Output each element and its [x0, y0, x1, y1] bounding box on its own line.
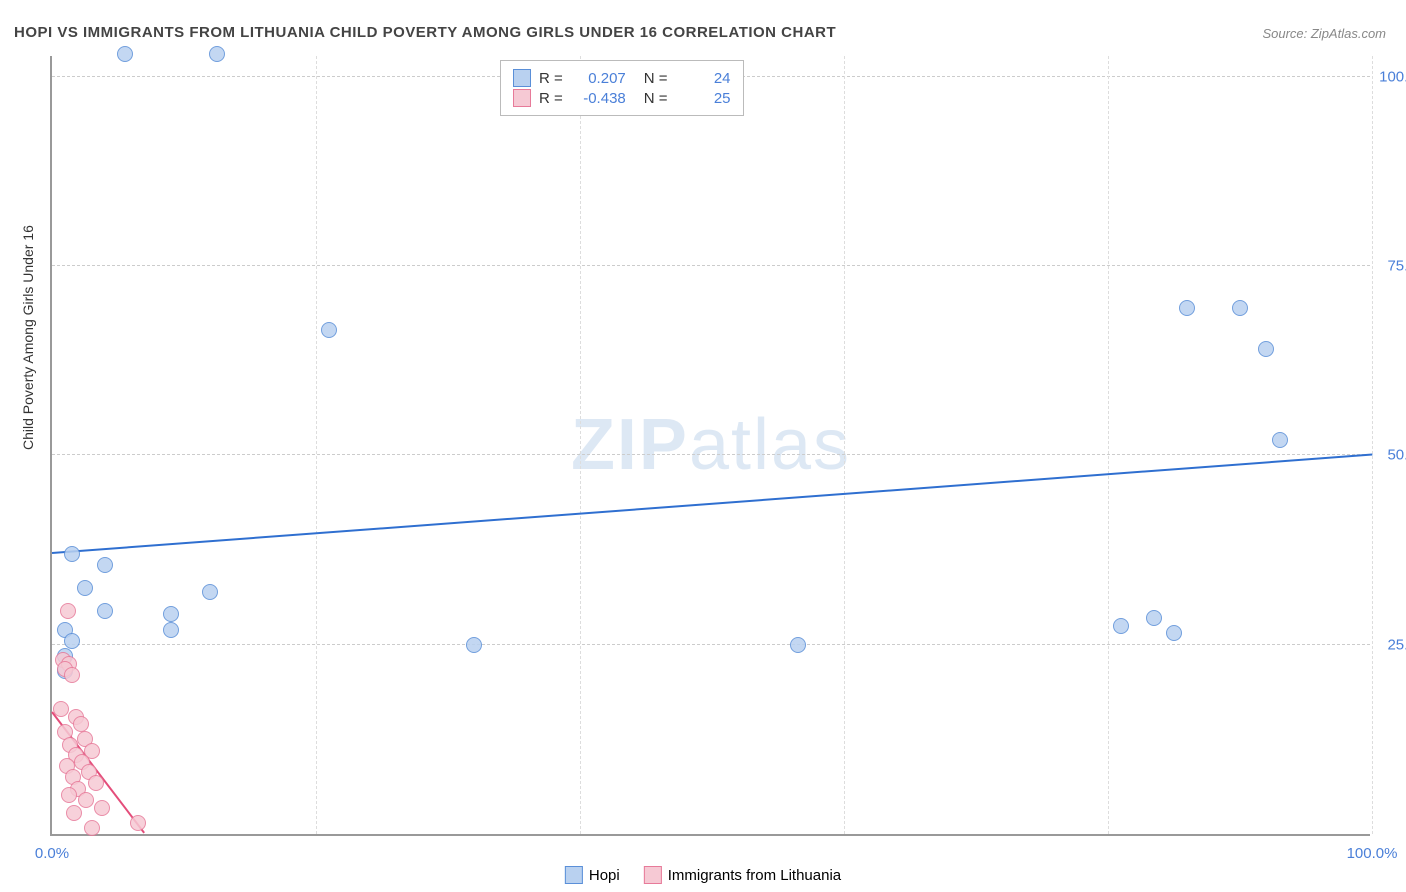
data-point [202, 584, 218, 600]
vgridline [580, 56, 581, 834]
watermark-thin: atlas [689, 405, 851, 485]
gridline [52, 265, 1370, 266]
legend-swatch [565, 866, 583, 884]
chart-title: HOPI VS IMMIGRANTS FROM LITHUANIA CHILD … [14, 24, 836, 41]
plot-area: ZIPatlas 25.0%50.0%75.0%100.0%0.0%100.0% [50, 56, 1370, 836]
data-point [88, 775, 104, 791]
bottom-legend-item: Immigrants from Lithuania [644, 866, 841, 884]
data-point [64, 633, 80, 649]
legend-label: Hopi [589, 867, 620, 884]
y-tick-label: 50.0% [1387, 447, 1406, 464]
vgridline [316, 56, 317, 834]
data-point [321, 322, 337, 338]
bottom-legend-item: Hopi [565, 866, 620, 884]
data-point [466, 637, 482, 653]
data-point [66, 805, 82, 821]
data-point [790, 637, 806, 653]
data-point [130, 815, 146, 831]
data-point [209, 46, 225, 62]
data-point [1258, 341, 1274, 357]
watermark-bold: ZIP [571, 405, 689, 485]
legend-swatch [513, 89, 531, 107]
data-point [60, 603, 76, 619]
source-label: Source: ZipAtlas.com [1262, 26, 1386, 41]
data-point [73, 716, 89, 732]
r-value: -0.438 [571, 90, 626, 107]
data-point [117, 46, 133, 62]
n-label: N = [644, 90, 668, 107]
legend-swatch [644, 866, 662, 884]
vgridline [1108, 56, 1109, 834]
r-label: R = [539, 70, 563, 87]
data-point [61, 787, 77, 803]
data-point [97, 603, 113, 619]
gridline [52, 644, 1370, 645]
n-label: N = [644, 70, 668, 87]
data-point [77, 580, 93, 596]
y-tick-label: 75.0% [1387, 258, 1406, 275]
data-point [163, 606, 179, 622]
r-label: R = [539, 90, 563, 107]
data-point [1166, 625, 1182, 641]
data-point [64, 667, 80, 683]
data-point [94, 800, 110, 816]
data-point [1232, 300, 1248, 316]
stats-legend: R = 0.207 N = 24 R = -0.438 N = 25 [500, 60, 744, 116]
data-point [1179, 300, 1195, 316]
data-point [1146, 610, 1162, 626]
data-point [163, 622, 179, 638]
stats-legend-row: R = -0.438 N = 25 [513, 89, 731, 107]
legend-swatch [513, 69, 531, 87]
stats-legend-row: R = 0.207 N = 24 [513, 69, 731, 87]
data-point [1113, 618, 1129, 634]
data-point [84, 820, 100, 836]
data-point [64, 546, 80, 562]
data-point [97, 557, 113, 573]
vgridline [1372, 56, 1373, 834]
x-tick-label: 0.0% [35, 845, 69, 862]
y-tick-label: 100.0% [1379, 68, 1406, 85]
bottom-legend: Hopi Immigrants from Lithuania [565, 866, 841, 884]
y-axis-label: Child Poverty Among Girls Under 16 [20, 225, 36, 450]
n-value: 24 [676, 70, 731, 87]
n-value: 25 [676, 90, 731, 107]
data-point [1272, 432, 1288, 448]
r-value: 0.207 [571, 70, 626, 87]
watermark: ZIPatlas [571, 404, 851, 486]
gridline [52, 454, 1370, 455]
x-tick-label: 100.0% [1347, 845, 1398, 862]
data-point [78, 792, 94, 808]
chart-container: HOPI VS IMMIGRANTS FROM LITHUANIA CHILD … [0, 0, 1406, 892]
legend-label: Immigrants from Lithuania [668, 867, 841, 884]
y-tick-label: 25.0% [1387, 636, 1406, 653]
trendline [52, 453, 1372, 553]
vgridline [844, 56, 845, 834]
